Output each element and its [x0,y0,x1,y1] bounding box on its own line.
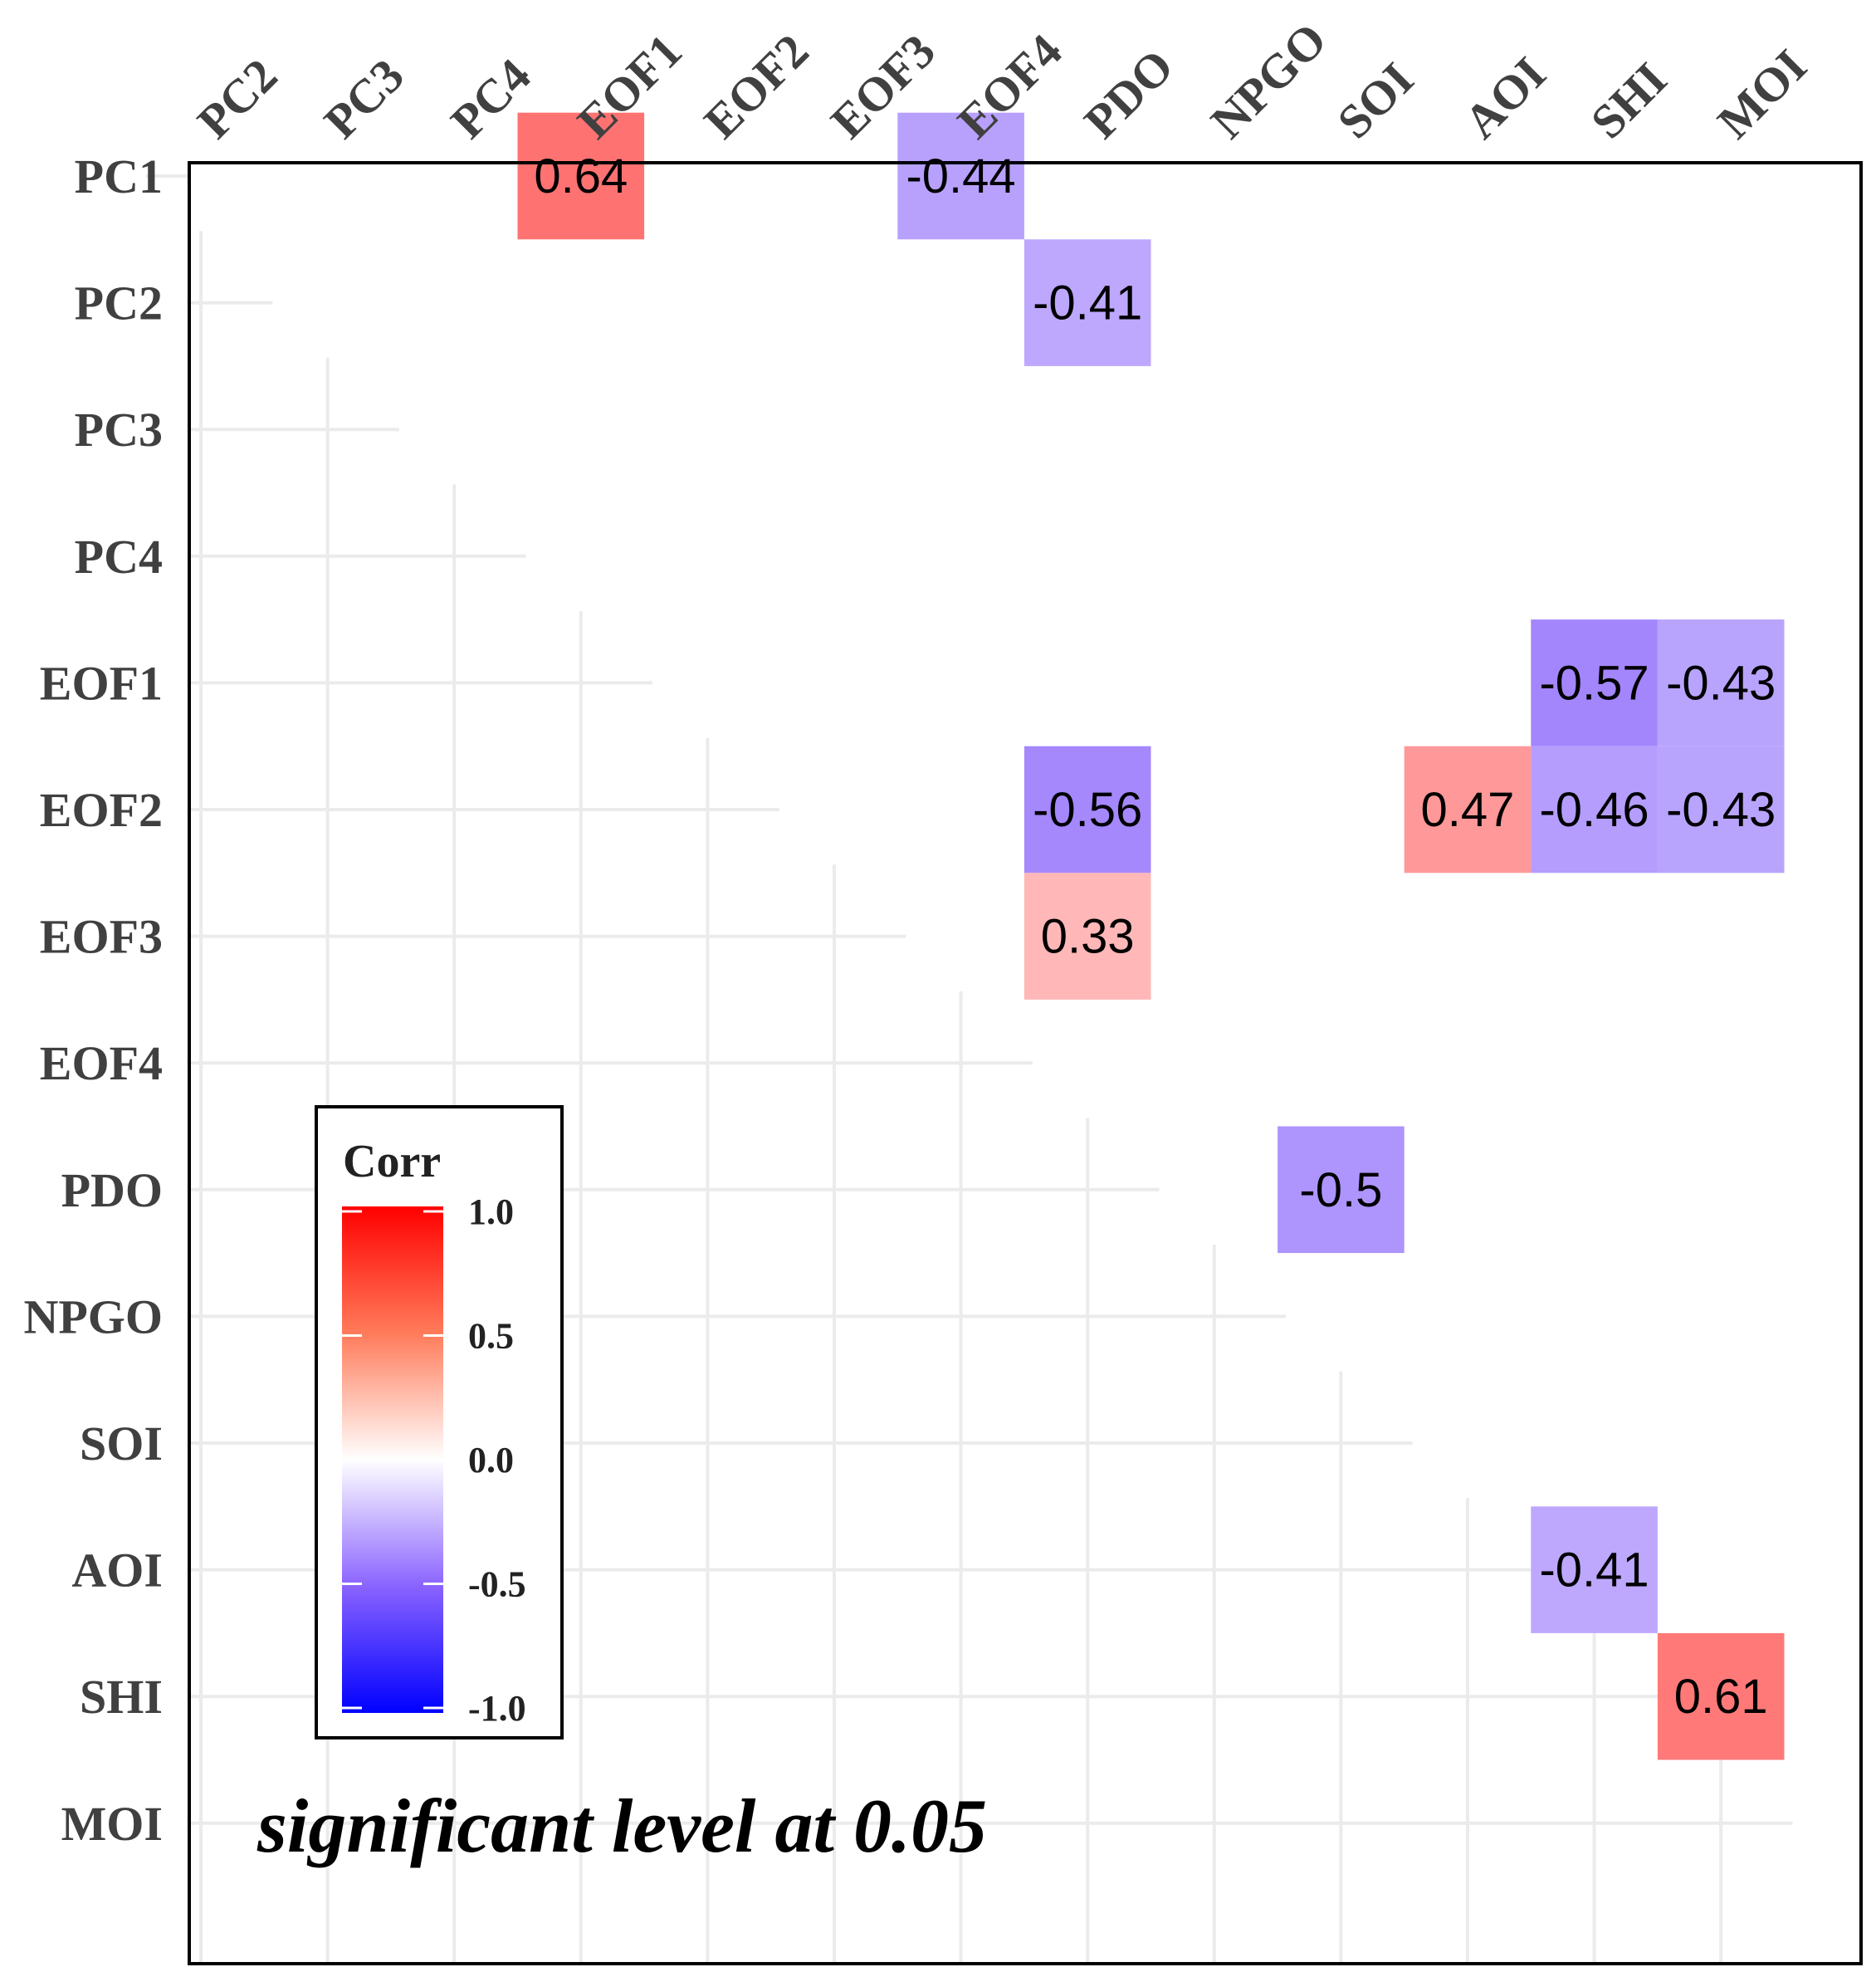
cell-value-label: -0.43 [1666,656,1776,710]
legend-tick-label: 1.0 [468,1191,514,1232]
y-axis-labels: PC1 PC2 PC3 PC4 EOF1 EOF2 EOF3 EOF4 PDO NPGO SOI AO… [23,149,163,1851]
y-axis-label: PC4 [75,530,163,584]
cell-value-label: -0.5 [1299,1163,1382,1217]
heatmap-cell [517,112,645,240]
legend: Corr 1.0 0.5 0.0 -0.5 -1.0 [315,1105,564,1739]
x-axis-label: NPGO [1200,12,1336,149]
heatmap-cell [1023,746,1151,873]
y-axis-label: NPGO [23,1289,163,1343]
cell-value-label: 0.61 [1674,1670,1768,1724]
legend-title: Corr [343,1136,441,1187]
cell-value-label: 0.47 [1421,783,1515,837]
x-axis-label: PDO [1073,39,1184,149]
cell-value-label: -0.46 [1539,783,1649,837]
legend-tick-label: 0.0 [468,1440,514,1480]
y-axis-label: PC1 [75,149,163,203]
cell-value-label: 0.33 [1041,910,1135,964]
legend-ticks: 1.0 0.5 0.0 -0.5 -1.0 [342,1191,526,1729]
legend-tick-label: 0.5 [468,1316,514,1357]
cell-value-label: -0.41 [1033,276,1142,330]
cell-value-label: -0.57 [1539,656,1649,710]
y-axis-label: PDO [61,1163,163,1217]
cell-value-label: 0.64 [534,149,628,203]
x-axis-label: PC2 [187,48,287,149]
y-axis-label: SHI [80,1670,163,1724]
y-axis-label: EOF4 [40,1036,163,1090]
y-axis-label: SOI [80,1417,163,1470]
heatmap-cell [1531,746,1658,873]
plot-frame [188,161,1863,1965]
heatmap-cell [1531,1506,1658,1633]
cell-layer: 0.64 -0.44 -0.41 -0.57 -0.43 -0.56 0.47 -0.46 -0… [517,112,1785,1760]
heatmap-cell [1657,746,1785,873]
y-axis-label: EOF1 [40,656,163,710]
x-axis-label: AOI [1453,46,1556,149]
x-axis-label: SOI [1327,52,1424,149]
y-axis-label: EOF3 [40,910,163,964]
cell-value-label: -0.43 [1666,783,1776,837]
y-axis-label: EOF2 [40,783,163,837]
y-axis-label: MOI [61,1797,163,1851]
y-axis-label: PC3 [75,403,163,457]
cell-value-label: -0.44 [906,149,1015,203]
heatmap-cell [1278,1126,1405,1254]
x-axis-label: SHI [1580,52,1678,149]
x-axis-label: PC3 [314,48,414,149]
heatmap-cell [1404,746,1532,873]
heatmap-cell [1023,873,1151,1000]
heatmap-cell [1023,239,1151,366]
heatmap-cell [897,112,1024,240]
cell-value-label: -0.56 [1033,783,1142,837]
x-axis-label: EOF2 [694,23,819,149]
heatmap-cell [1657,619,1785,746]
legend-tick-label: -1.0 [468,1688,526,1729]
legend-tick-label: -0.5 [468,1564,526,1605]
heatmap-cell [1531,619,1658,746]
significance-annotation: significant level at 0.05 [256,1784,987,1868]
heatmap-cell [1657,1632,1785,1760]
y-axis-label: PC2 [75,276,163,330]
y-axis-label: AOI [71,1544,163,1598]
x-axis-label: MOI [1707,39,1817,149]
cell-value-label: -0.41 [1539,1544,1649,1598]
